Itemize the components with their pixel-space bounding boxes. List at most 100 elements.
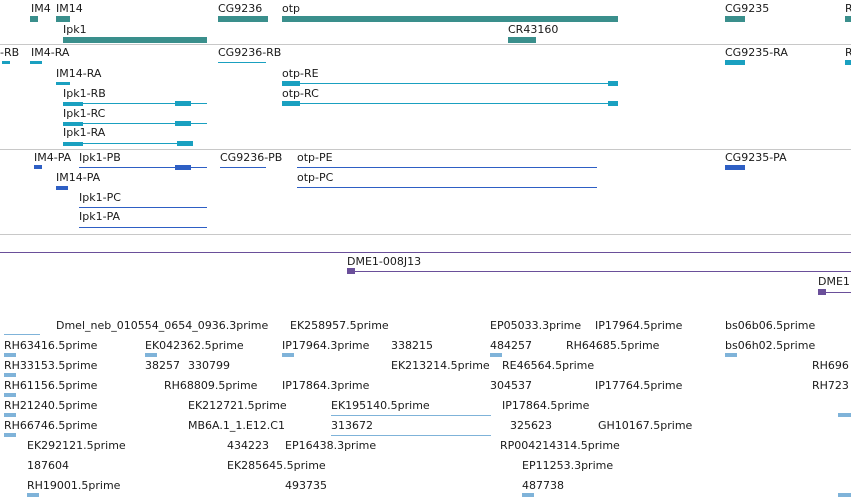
transcript-label[interactable]: otp-RE [282,67,319,80]
transcript-feature[interactable] [56,82,70,85]
gene-feature[interactable] [218,16,268,22]
transcript-feature[interactable] [2,61,10,64]
est-label[interactable]: RH19001.5prime [27,479,121,492]
protein-feature[interactable] [56,186,68,190]
protein-label[interactable]: otp-PE [297,151,333,164]
est-feature[interactable] [4,334,40,335]
protein-label[interactable]: Ipk1-PC [79,191,121,204]
est-label[interactable]: GH10167.5prime [598,419,693,432]
est-label[interactable]: EK212721.5prime [188,399,287,412]
gene-label[interactable]: IM4 [31,2,51,15]
clone-span[interactable] [818,292,851,293]
est-label[interactable]: 38257 [145,359,180,372]
est-feature[interactable] [331,435,491,436]
est-label[interactable]: MB6A.1_1.E12.C1 [188,419,285,432]
est-label[interactable]: EK042362.5prime [145,339,244,352]
gene-label[interactable]: CG9236 [218,2,263,15]
est-label[interactable]: RP004214314.5prime [500,439,620,452]
est-label[interactable]: RH66746.5prime [4,419,98,432]
transcript-exon[interactable] [282,81,300,86]
protein-label[interactable]: CG9235-PA [725,151,787,164]
est-label[interactable]: EK213214.5prime [391,359,490,372]
est-label[interactable]: RH696 [812,359,849,372]
gene-feature[interactable] [282,16,618,22]
est-label[interactable]: EK285645.5prime [227,459,326,472]
est-feature[interactable] [145,353,157,357]
transcript-label[interactable]: otp-RC [282,87,319,100]
est-label[interactable]: 493735 [285,479,327,492]
est-label[interactable]: 487738 [522,479,564,492]
clone-label[interactable]: DME1-008J13 [347,255,422,268]
est-feature[interactable] [4,413,16,417]
est-label[interactable]: 304537 [490,379,532,392]
est-label[interactable]: 325623 [510,419,552,432]
transcript-label[interactable]: CG9235-RA [725,46,788,59]
transcript-exon[interactable] [177,141,193,146]
protein-feature[interactable] [34,165,42,169]
est-label[interactable]: bs06h02.5prime [725,339,816,352]
transcript-feature[interactable] [30,61,42,64]
protein-feature[interactable] [725,165,745,170]
transcript-exon[interactable] [282,101,300,106]
est-label[interactable]: EK195140.5prime [331,399,430,412]
gene-feature[interactable] [63,37,207,43]
transcript-feature[interactable] [725,60,745,65]
est-label[interactable]: 330799 [188,359,230,372]
est-feature[interactable] [522,493,534,497]
gene-feature[interactable] [508,37,536,43]
protein-label[interactable]: otp-PC [297,171,334,184]
gene-feature[interactable] [725,16,745,22]
est-label[interactable]: IP17864.3prime [282,379,370,392]
est-label[interactable]: IP17864.5prime [502,399,590,412]
est-label[interactable]: IP17964.5prime [595,319,683,332]
transcript-label[interactable]: Ipk1-RA [63,126,106,139]
est-feature[interactable] [838,493,851,497]
est-label[interactable]: RH63416.5prime [4,339,98,352]
transcript-label[interactable]: Ipk1-RC [63,107,106,120]
transcript-label[interactable]: R [845,46,851,59]
gene-label[interactable]: R [845,2,851,15]
gene-feature[interactable] [30,16,38,22]
transcript-exon[interactable] [175,101,191,106]
transcript-exon[interactable] [608,81,618,86]
gene-feature[interactable] [56,16,70,22]
est-label[interactable]: RH33153.5prime [4,359,98,372]
clone-span[interactable] [347,271,851,272]
protein-exon[interactable] [175,165,191,170]
est-feature[interactable] [4,393,16,397]
est-label[interactable]: RH723 [812,379,849,392]
est-label[interactable]: IP17964.3prime [282,339,370,352]
protein-label[interactable]: Ipk1-PB [79,151,121,164]
transcript-label[interactable]: Ipk1-RB [63,87,106,100]
transcript-label[interactable]: -RB [0,46,20,59]
transcript-exon[interactable] [63,122,83,126]
gene-label[interactable]: otp [282,2,301,15]
est-label[interactable]: RH64685.5prime [566,339,660,352]
est-label[interactable]: EP05033.3prime [490,319,582,332]
est-label[interactable]: RH21240.5prime [4,399,98,412]
protein-label[interactable]: Ipk1-PA [79,210,121,223]
transcript-label[interactable]: CG9236-RB [218,46,282,59]
gene-label[interactable]: Ipk1 [63,23,87,36]
protein-label[interactable]: IM4-PA [34,151,72,164]
transcript-feature[interactable] [845,60,851,65]
est-feature[interactable] [725,353,737,357]
est-feature[interactable] [331,415,491,416]
gene-label[interactable]: IM14 [56,2,83,15]
gene-label[interactable]: CG9235 [725,2,770,15]
est-label[interactable]: EK258957.5prime [290,319,389,332]
est-label[interactable]: 313672 [331,419,373,432]
transcript-exon[interactable] [63,102,83,106]
transcript-label[interactable]: IM14-RA [56,67,102,80]
transcript-exon[interactable] [175,121,191,126]
est-label[interactable]: bs06b06.5prime [725,319,816,332]
est-label[interactable]: EP16438.3prime [285,439,377,452]
est-label[interactable]: EP11253.3prime [522,459,614,472]
est-feature[interactable] [4,373,16,377]
est-label[interactable]: EK292121.5prime [27,439,126,452]
protein-label[interactable]: CG9236-PB [220,151,283,164]
est-feature[interactable] [4,433,16,437]
est-label[interactable]: IP17764.5prime [595,379,683,392]
est-label[interactable]: 187604 [27,459,69,472]
est-label[interactable]: 434223 [227,439,269,452]
